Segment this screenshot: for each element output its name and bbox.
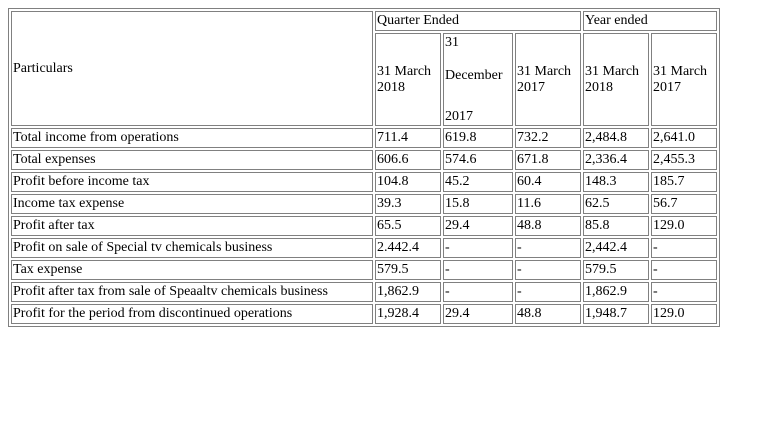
row-value: 2.442.4 <box>375 238 441 258</box>
table-row: Income tax expense 39.3 15.8 11.6 62.5 56.7 <box>11 194 717 214</box>
quarter-ended-header: Quarter Ended <box>375 11 581 31</box>
row-value: 45.2 <box>443 172 513 192</box>
row-label: Profit before income tax <box>11 172 373 192</box>
row-label: Profit after tax from sale of Speaaltv c… <box>11 282 373 302</box>
date-header-line: 31 March <box>517 63 572 79</box>
row-value: - <box>651 260 717 280</box>
row-value: 1,862.9 <box>375 282 441 302</box>
row-label: Tax expense <box>11 260 373 280</box>
date-header-y1: 31 March 2018 <box>583 33 649 126</box>
row-value: 2,455.3 <box>651 150 717 170</box>
particulars-header: Particulars <box>11 11 373 126</box>
table-row: Profit before income tax 104.8 45.2 60.4 148… <box>11 172 717 192</box>
table-row: Profit after tax 65.5 29.4 48.8 85.8 129.0 <box>11 216 717 236</box>
row-value: 29.4 <box>443 216 513 236</box>
row-value: 2,484.8 <box>583 128 649 148</box>
row-value: - <box>443 282 513 302</box>
row-value: 148.3 <box>583 172 649 192</box>
date-header-line: December <box>445 68 503 83</box>
row-value: 48.8 <box>515 216 581 236</box>
date-header-line: 31 March <box>653 63 708 79</box>
date-header-q3: 31 March 2017 <box>515 33 581 126</box>
row-value: 1,948.7 <box>583 304 649 324</box>
table-row: Profit on sale of Special tv chemicals b… <box>11 238 717 258</box>
table-row: Tax expense 579.5- -579.5- <box>11 260 717 280</box>
row-value: 574.6 <box>443 150 513 170</box>
date-header-q1: 31 March 2018 <box>375 33 441 126</box>
table-row: Total expenses 606.6 574.6 671.8 2,336.4 2,45… <box>11 150 717 170</box>
row-value: 129.0 <box>651 216 717 236</box>
row-value: 732.2 <box>515 128 581 148</box>
row-value: 606.6 <box>375 150 441 170</box>
date-header-line: 2017 <box>653 79 681 95</box>
row-value: 579.5 <box>583 260 649 280</box>
row-value: - <box>651 282 717 302</box>
row-label: Income tax expense <box>11 194 373 214</box>
financial-results-table: Particulars Quarter Ended Year ended 31 … <box>8 8 720 327</box>
row-value: 1,862.9 <box>583 282 649 302</box>
row-value: 39.3 <box>375 194 441 214</box>
date-header-line: 2017 <box>517 79 545 95</box>
year-ended-header: Year ended <box>583 11 717 31</box>
row-value: - <box>443 260 513 280</box>
row-label: Profit for the period from discontinued … <box>11 304 373 324</box>
date-header-y2: 31 March 2017 <box>651 33 717 126</box>
row-value: 579.5 <box>375 260 441 280</box>
row-label: Total expenses <box>11 150 373 170</box>
header-row-1: Particulars Quarter Ended Year ended <box>11 11 717 126</box>
row-label: Profit after tax <box>11 216 373 236</box>
date-header-line: 2017 <box>445 109 473 124</box>
row-value: - <box>651 238 717 258</box>
row-value: 185.7 <box>651 172 717 192</box>
row-value: 104.8 <box>375 172 441 192</box>
row-value: 2,442.4 <box>583 238 649 258</box>
date-header-line: 2018 <box>377 79 405 95</box>
table-row: Total income from operations 711.4 619.8 73… <box>11 128 717 148</box>
row-label: Total income from operations <box>11 128 373 148</box>
row-value: 62.5 <box>583 194 649 214</box>
row-value: - <box>515 282 581 302</box>
row-value: 2,336.4 <box>583 150 649 170</box>
row-value: 65.5 <box>375 216 441 236</box>
date-header-line: 31 March <box>377 63 432 79</box>
row-value: 60.4 <box>515 172 581 192</box>
row-value: 11.6 <box>515 194 581 214</box>
date-header-line: 31 <box>445 35 459 50</box>
date-header-line: 2018 <box>585 79 613 95</box>
row-value: 129.0 <box>651 304 717 324</box>
row-label: Profit on sale of Special tv chemicals b… <box>11 238 373 258</box>
row-value: 2,641.0 <box>651 128 717 148</box>
row-value: 711.4 <box>375 128 441 148</box>
row-value: 29.4 <box>443 304 513 324</box>
row-value: 85.8 <box>583 216 649 236</box>
date-header-line: 31 March <box>585 63 640 79</box>
row-value: 671.8 <box>515 150 581 170</box>
row-value: - <box>515 260 581 280</box>
row-value: 56.7 <box>651 194 717 214</box>
table-row: Profit after tax from sale of Speaaltv c… <box>11 282 717 302</box>
row-value: 15.8 <box>443 194 513 214</box>
row-value: - <box>515 238 581 258</box>
date-header-q2: 31 December 2017 <box>443 33 513 126</box>
table-row: Profit for the period from discontinued … <box>11 304 717 324</box>
row-value: - <box>443 238 513 258</box>
row-value: 48.8 <box>515 304 581 324</box>
header-row-2: 31 March 2018 31 December 2017 31 March … <box>11 33 717 126</box>
row-value: 1,928.4 <box>375 304 441 324</box>
row-value: 619.8 <box>443 128 513 148</box>
